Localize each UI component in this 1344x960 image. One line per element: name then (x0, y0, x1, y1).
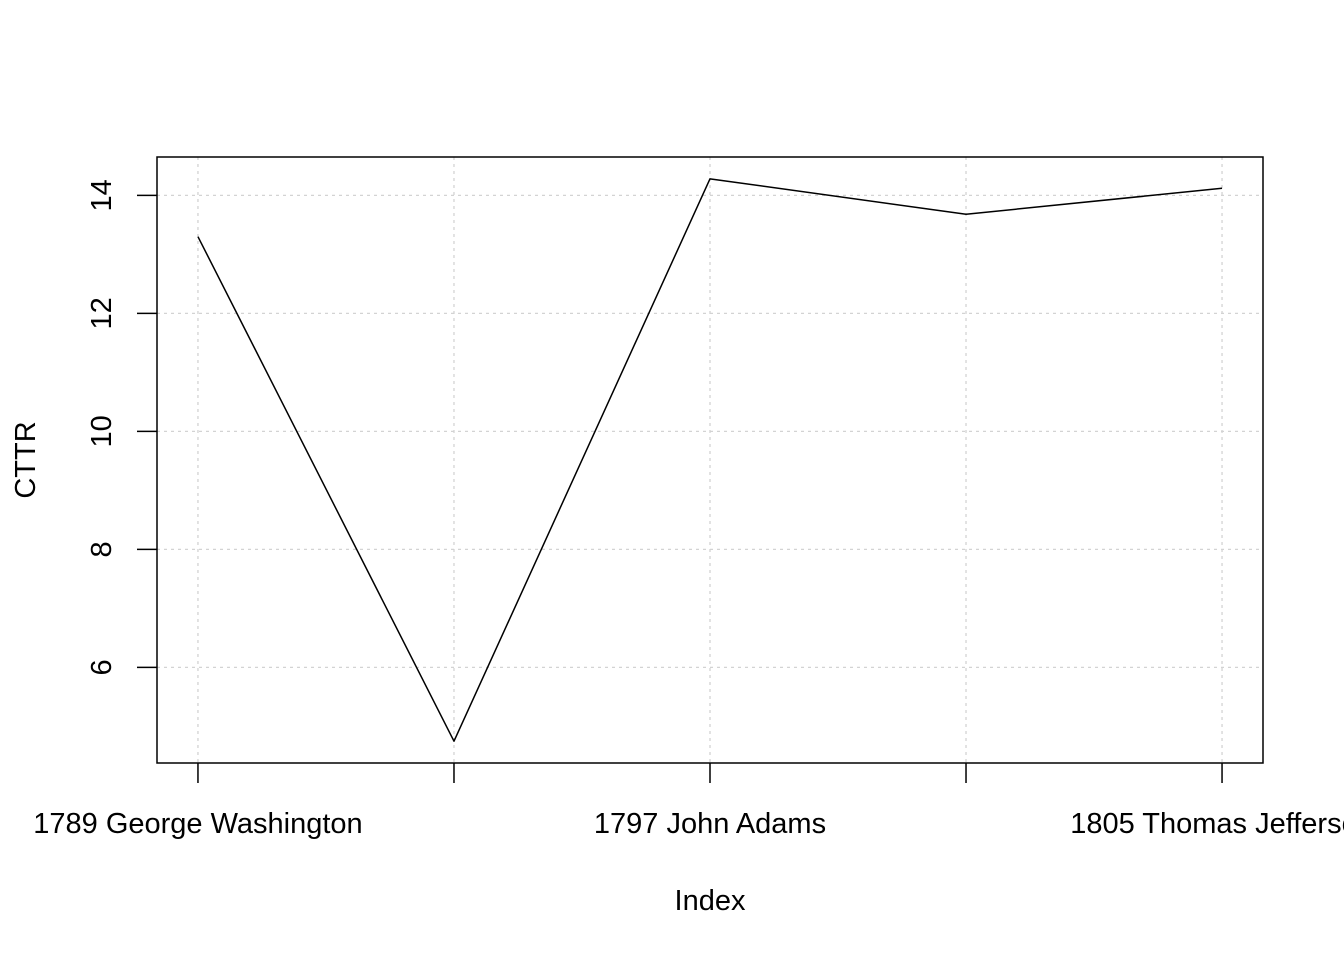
y-tick-label-8: 8 (86, 541, 118, 557)
y-tick-label-10: 10 (86, 415, 118, 447)
y-axis: 6 8 10 12 14 (86, 179, 157, 675)
x-tick-label-5: 1805 Thomas Jefferson (1070, 808, 1344, 840)
y-tick-label-12: 12 (86, 297, 118, 329)
y-tick-label-6: 6 (86, 659, 118, 675)
x-axis-title: Index (675, 885, 746, 917)
y-tick-label-14: 14 (86, 179, 118, 211)
x-axis: 1789 George Washington 1797 John Adams 180… (33, 763, 1344, 840)
series-layer (197, 178, 1223, 742)
x-tick-label-3: 1797 John Adams (594, 808, 826, 840)
series-line-1 (197, 178, 1223, 742)
y-axis-title: CTTR (10, 421, 42, 498)
gridlines (157, 157, 1263, 763)
x-tick-label-1: 1789 George Washington (33, 808, 362, 840)
